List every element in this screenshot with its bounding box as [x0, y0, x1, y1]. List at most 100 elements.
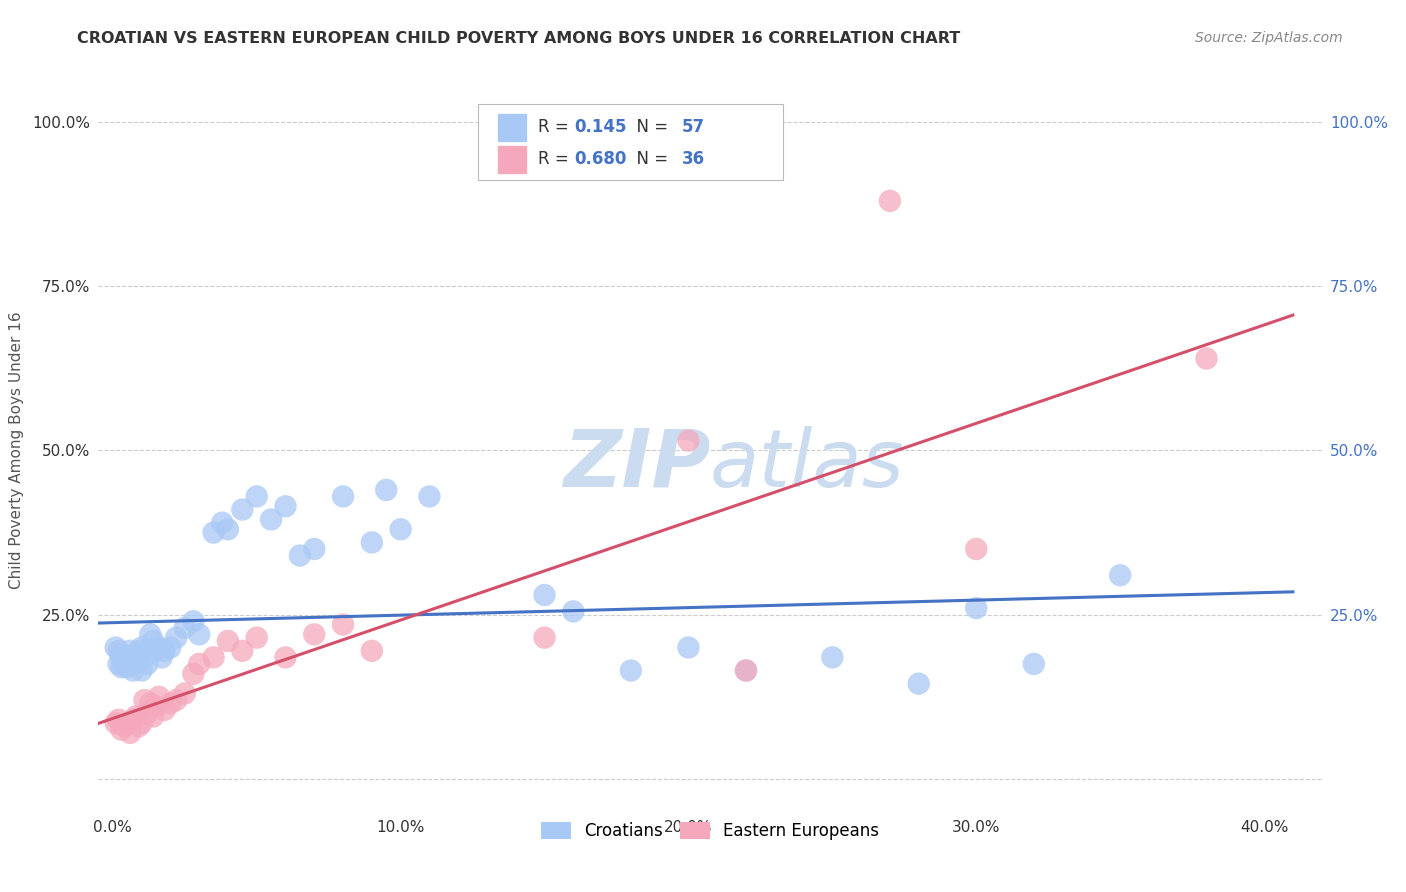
Point	[153, 644, 176, 658]
Point	[173, 621, 195, 635]
Point	[104, 716, 127, 731]
Point	[115, 650, 138, 665]
Text: CROATIAN VS EASTERN EUROPEAN CHILD POVERTY AMONG BOYS UNDER 16 CORRELATION CHART: CROATIAN VS EASTERN EUROPEAN CHILD POVER…	[77, 31, 960, 46]
Point	[145, 644, 167, 658]
Point	[360, 644, 382, 658]
Point	[159, 640, 181, 655]
Point	[107, 657, 129, 671]
Point	[136, 706, 159, 721]
Point	[148, 690, 170, 704]
Point	[533, 588, 555, 602]
Point	[1109, 568, 1132, 582]
Point	[145, 699, 167, 714]
Point	[562, 604, 585, 618]
Point	[165, 693, 187, 707]
Text: 36: 36	[682, 150, 704, 169]
Point	[1195, 351, 1218, 366]
Point	[360, 535, 382, 549]
Point	[110, 723, 132, 737]
Point	[139, 627, 162, 641]
Point	[107, 644, 129, 658]
FancyBboxPatch shape	[498, 113, 527, 142]
Text: 0.145: 0.145	[574, 119, 627, 136]
Point	[246, 490, 269, 504]
Point	[260, 512, 283, 526]
Point	[110, 647, 132, 661]
Point	[965, 541, 987, 556]
Point	[304, 541, 326, 556]
Point	[128, 719, 150, 733]
Point	[131, 640, 153, 655]
Text: R =: R =	[537, 119, 574, 136]
Point	[533, 631, 555, 645]
Point	[332, 490, 354, 504]
Point	[211, 516, 233, 530]
Point	[202, 525, 225, 540]
Point	[115, 660, 138, 674]
Point	[125, 657, 148, 671]
Point	[122, 713, 145, 727]
Text: Source: ZipAtlas.com: Source: ZipAtlas.com	[1195, 31, 1343, 45]
Point	[231, 644, 253, 658]
FancyBboxPatch shape	[498, 145, 527, 174]
Text: 57: 57	[682, 119, 704, 136]
Point	[188, 627, 211, 641]
Point	[173, 686, 195, 700]
Point	[202, 650, 225, 665]
Point	[879, 194, 901, 208]
Point	[165, 631, 187, 645]
Point	[131, 716, 153, 731]
Point	[107, 713, 129, 727]
Point	[274, 500, 297, 514]
Point	[332, 617, 354, 632]
Point	[136, 657, 159, 671]
Point	[120, 657, 142, 671]
Point	[1022, 657, 1045, 671]
Point	[112, 654, 135, 668]
Text: ZIP: ZIP	[562, 425, 710, 504]
Point	[110, 660, 132, 674]
FancyBboxPatch shape	[478, 103, 783, 179]
Point	[183, 666, 205, 681]
Point	[620, 664, 643, 678]
Point	[142, 634, 165, 648]
Text: R =: R =	[537, 150, 574, 169]
Point	[288, 549, 311, 563]
Point	[128, 654, 150, 668]
Point	[246, 631, 269, 645]
Point	[375, 483, 398, 497]
Point	[104, 640, 127, 655]
Point	[153, 703, 176, 717]
Point	[304, 627, 326, 641]
Point	[128, 644, 150, 658]
Point	[131, 664, 153, 678]
Text: N =: N =	[626, 119, 673, 136]
Point	[125, 647, 148, 661]
Point	[112, 657, 135, 671]
Text: 0.680: 0.680	[574, 150, 627, 169]
Point	[217, 522, 239, 536]
Y-axis label: Child Poverty Among Boys Under 16: Child Poverty Among Boys Under 16	[8, 311, 24, 590]
Point	[122, 654, 145, 668]
Point	[274, 650, 297, 665]
Point	[122, 664, 145, 678]
Point	[217, 634, 239, 648]
Point	[907, 676, 929, 690]
Point	[159, 696, 181, 710]
Point	[120, 644, 142, 658]
Point	[148, 640, 170, 655]
Point	[678, 640, 700, 655]
Point	[418, 490, 440, 504]
Point	[142, 709, 165, 723]
Text: atlas: atlas	[710, 425, 905, 504]
Point	[110, 650, 132, 665]
Point	[678, 434, 700, 448]
Point	[231, 502, 253, 516]
Point	[115, 716, 138, 731]
Point	[735, 664, 758, 678]
Point	[389, 522, 412, 536]
Point	[965, 601, 987, 615]
Point	[821, 650, 844, 665]
Point	[183, 614, 205, 628]
Point	[134, 693, 156, 707]
